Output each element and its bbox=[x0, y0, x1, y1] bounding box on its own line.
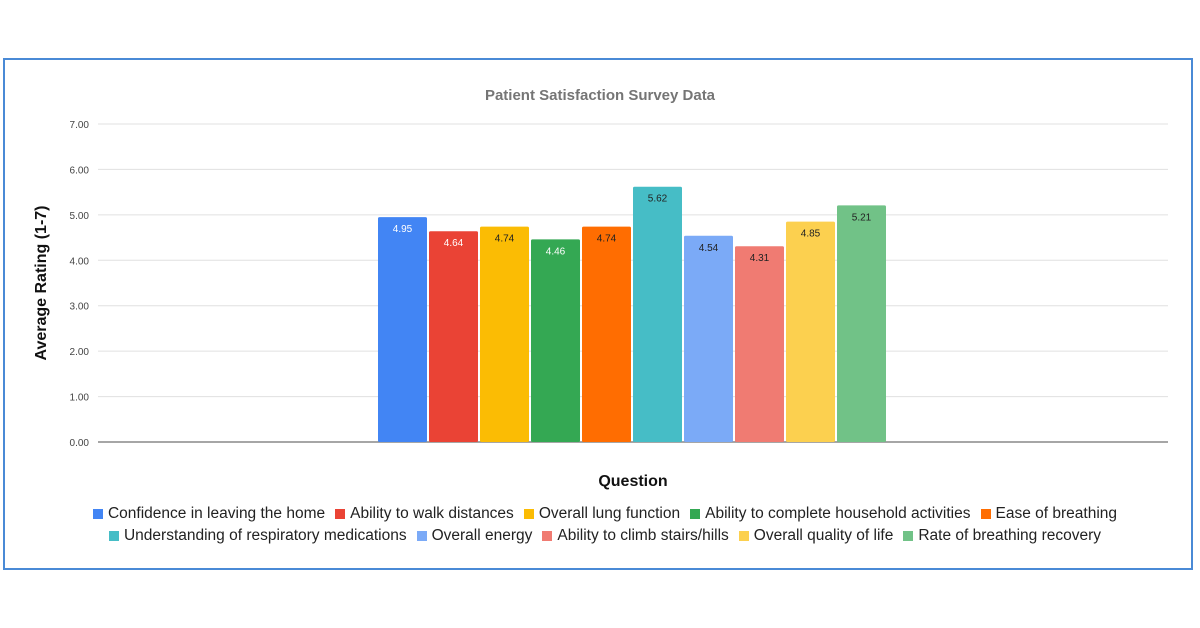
legend-item: Overall lung function bbox=[523, 503, 681, 525]
y-axis-label: Average Rating (1-7) bbox=[33, 206, 50, 361]
data-label: 4.74 bbox=[495, 234, 515, 245]
legend-label: Ease of breathing bbox=[995, 505, 1118, 522]
legend-item: Ability to complete household activities bbox=[690, 503, 971, 525]
y-tick-label: 2.00 bbox=[70, 347, 90, 358]
legend-item: Overall energy bbox=[416, 525, 533, 547]
legend-swatch-icon bbox=[335, 509, 346, 519]
legend-item: Ability to climb stairs/hills bbox=[542, 525, 729, 547]
bar bbox=[378, 217, 427, 442]
legend-label: Overall quality of life bbox=[753, 527, 894, 544]
bar bbox=[582, 226, 631, 442]
bar bbox=[786, 221, 835, 442]
legend-swatch-icon bbox=[108, 531, 119, 541]
legend-item: Ability to walk distances bbox=[335, 503, 514, 525]
y-tick-label: 6.00 bbox=[70, 165, 90, 176]
legend-item: Rate of breathing recovery bbox=[903, 525, 1101, 547]
legend-swatch-icon bbox=[738, 531, 749, 541]
legend-label: Understanding of respiratory medications bbox=[123, 527, 407, 544]
y-tick-label: 1.00 bbox=[70, 393, 90, 404]
y-tick-label: 3.00 bbox=[70, 302, 90, 313]
legend-label: Ability to climb stairs/hills bbox=[557, 527, 729, 544]
bar bbox=[633, 186, 682, 442]
legend-swatch-icon bbox=[903, 531, 914, 541]
legend-item: Ease of breathing bbox=[980, 503, 1118, 525]
legend-item: Overall quality of life bbox=[738, 525, 894, 547]
bar bbox=[837, 205, 886, 442]
y-tick-label: 7.00 bbox=[70, 120, 90, 131]
x-axis-label: Question bbox=[598, 473, 667, 490]
legend-swatch-icon bbox=[980, 509, 991, 519]
y-tick-label: 5.00 bbox=[70, 211, 90, 222]
legend-label: Overall energy bbox=[431, 527, 533, 544]
legend-swatch-icon bbox=[523, 509, 534, 519]
legend: Confidence in leaving the home Ability to… bbox=[40, 503, 1170, 547]
legend-label: Rate of breathing recovery bbox=[918, 527, 1101, 544]
legend-label: Ability to complete household activities bbox=[705, 505, 971, 522]
legend-item: Understanding of respiratory medications bbox=[108, 525, 407, 547]
data-label: 4.46 bbox=[546, 246, 566, 257]
data-label: 4.64 bbox=[444, 238, 464, 249]
data-label: 4.95 bbox=[393, 224, 413, 235]
data-label: 4.74 bbox=[597, 234, 617, 245]
data-label: 4.85 bbox=[801, 229, 821, 240]
bar bbox=[735, 246, 784, 442]
y-tick-label: 0.00 bbox=[70, 438, 90, 449]
legend-item: Confidence in leaving the home bbox=[92, 503, 326, 525]
legend-swatch-icon bbox=[416, 531, 427, 541]
legend-label: Confidence in leaving the home bbox=[107, 505, 326, 522]
data-label: 4.54 bbox=[699, 243, 719, 254]
bar bbox=[480, 226, 529, 442]
legend-swatch-icon bbox=[542, 531, 553, 541]
bar bbox=[531, 239, 580, 442]
legend-swatch-icon bbox=[92, 509, 103, 519]
legend-label: Ability to walk distances bbox=[350, 505, 514, 522]
data-label: 4.31 bbox=[750, 253, 770, 264]
bar bbox=[429, 231, 478, 442]
data-label: 5.62 bbox=[648, 194, 668, 205]
chart-title: Patient Satisfaction Survey Data bbox=[485, 87, 716, 104]
legend-label: Overall lung function bbox=[538, 505, 681, 522]
bar bbox=[684, 235, 733, 442]
legend-swatch-icon bbox=[690, 509, 701, 519]
data-label: 5.21 bbox=[852, 212, 872, 223]
y-tick-label: 4.00 bbox=[70, 256, 90, 267]
